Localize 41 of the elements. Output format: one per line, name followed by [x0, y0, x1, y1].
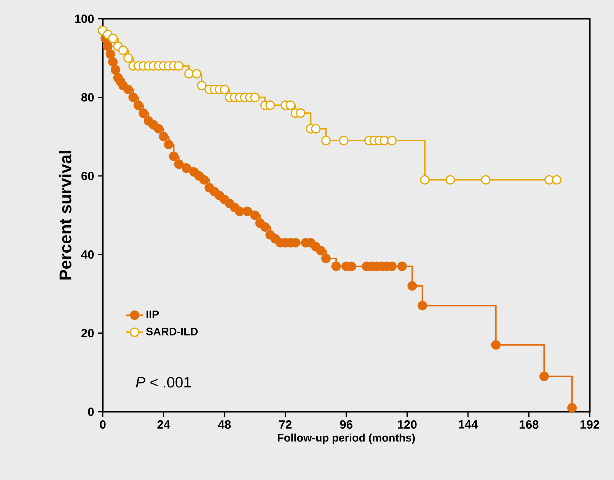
point: [174, 61, 184, 71]
x-tick-label: 0: [100, 420, 106, 429]
point: [311, 124, 321, 134]
point: [321, 136, 332, 146]
point: [420, 175, 430, 185]
point: [250, 92, 260, 102]
x-tick-label: 120: [398, 420, 417, 429]
x-tick-label: 24: [158, 420, 170, 429]
point: [544, 175, 554, 185]
y-tick-label: 80: [82, 93, 94, 102]
y-tick-label: 20: [82, 329, 94, 338]
point: [339, 136, 349, 146]
point: [286, 100, 296, 110]
x-axis-title: Follow-up period (months): [278, 434, 416, 444]
x-tick-label: 72: [280, 420, 292, 429]
point: [197, 80, 207, 91]
point: [380, 136, 390, 146]
point: [387, 136, 397, 146]
point: [481, 175, 491, 185]
legend-label: SARD-ILD: [146, 328, 198, 336]
point: [266, 100, 276, 110]
x-tick-label: 96: [340, 420, 353, 429]
point: [446, 175, 456, 185]
y-axis-title: Percent survival: [59, 151, 72, 280]
legend-label: IIP: [146, 310, 160, 318]
point: [124, 53, 134, 64]
y-tick-label: 60: [82, 172, 94, 180]
x-tick-label: 192: [580, 420, 600, 429]
point: [296, 108, 306, 118]
point: [108, 34, 118, 44]
point: [118, 46, 128, 56]
annotation: P < .001: [136, 377, 192, 388]
point: [220, 84, 230, 95]
x-tick-label: 48: [218, 420, 232, 429]
y-tick-label: 0: [88, 408, 94, 416]
y-tick-label: 40: [81, 250, 94, 260]
point: [192, 69, 202, 79]
x-tick-label: 144: [459, 420, 478, 429]
x-tick-label: 168: [520, 420, 539, 429]
y-tick-label: 100: [75, 14, 94, 24]
point: [552, 175, 562, 185]
